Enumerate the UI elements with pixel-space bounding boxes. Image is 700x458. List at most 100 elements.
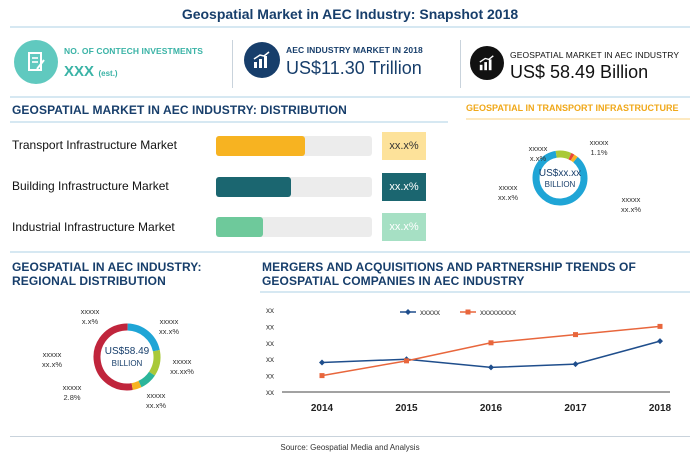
- regional-title: GEOSPATIAL IN AEC INDUSTRY: REGIONAL DIS…: [12, 260, 202, 288]
- regional-label-name: xxxxx: [146, 391, 166, 400]
- regional-label-name: xxxxx: [172, 357, 192, 366]
- x-tick-label: 2017: [564, 403, 587, 414]
- transport-donut-center: US$xx.xx BILLION: [536, 168, 584, 190]
- data-point: [319, 359, 325, 366]
- y-tick-label: xx: [266, 322, 274, 331]
- regional-title-line1: GEOSPATIAL IN AEC INDUSTRY:: [12, 260, 202, 274]
- regional-label-pct: xx.xx%: [170, 367, 194, 376]
- regional-donut-center: US$58.49 BILLION: [97, 346, 157, 370]
- regional-label-name: xxxxx: [159, 317, 179, 326]
- x-tick-label: 2015: [395, 403, 418, 414]
- transport-title-rule: [466, 118, 690, 120]
- legend-marker: [465, 309, 471, 315]
- data-point: [319, 373, 325, 379]
- distribution-track: [216, 136, 372, 156]
- distribution-track: [216, 217, 372, 237]
- kpi-contech-value-wrap: XXX (est.): [64, 63, 118, 81]
- transport-label: xxxxx xx.x%: [616, 195, 646, 215]
- trends-title-rule: [260, 291, 690, 293]
- kpi-contech-label: NO. OF CONTECH INVESTMENTS: [64, 46, 204, 56]
- regional-label-name: xxxxx: [42, 350, 62, 359]
- transport-donut: [532, 150, 588, 206]
- regional-label: xxxxx 2.8%: [58, 383, 86, 403]
- transport-title: GEOSPATIAL IN TRANSPORT INFRASTRUCTURE: [466, 103, 679, 113]
- transport-label-name: xxxxx: [621, 195, 641, 204]
- transport-center-unit: BILLION: [544, 180, 576, 189]
- bar-chart-growth-icon: [244, 42, 280, 78]
- x-tick-label: 2016: [480, 403, 503, 414]
- transport-label-name: xxxxx: [498, 183, 518, 192]
- distribution-title-rule: [10, 121, 448, 123]
- regional-label-pct: xx.x%: [158, 327, 179, 336]
- regional-label-pct: xx.x%: [41, 360, 62, 369]
- data-point: [657, 323, 663, 329]
- y-tick-label: xx: [266, 372, 274, 381]
- transport-center-value: US$xx.xx: [538, 168, 582, 179]
- transport-label-pct: xx.x%: [620, 205, 641, 214]
- y-tick-label: xx: [266, 306, 274, 315]
- distribution-title: GEOSPATIAL MARKET IN AEC INDUSTRY: DISTR…: [12, 103, 347, 117]
- kpi-separator: [232, 40, 233, 88]
- regional-label-pct: x.x%: [81, 317, 99, 326]
- kpi-geospatial-market: GEOSPATIAL MARKET IN AEC INDUSTRY US$ 58…: [466, 36, 692, 92]
- x-tick-label: 2018: [649, 403, 672, 414]
- distribution-label-transport: Transport Infrastructure Market: [12, 138, 177, 152]
- legend-label: xxxxx: [420, 308, 440, 317]
- y-tick-label: xx: [266, 355, 274, 364]
- kpi-contech-value: XXX: [64, 63, 95, 80]
- kpi-aec-market-label: AEC INDUSTRY MARKET IN 2018: [286, 45, 423, 55]
- data-point: [404, 358, 409, 364]
- kpi-aec-market: AEC INDUSTRY MARKET IN 2018 US$11.30 Tri…: [240, 36, 458, 92]
- regional-label: xxxxx xx.xx%: [166, 357, 198, 377]
- legend-marker: [405, 309, 411, 315]
- kpi-geospatial-market-value: US$ 58.49 Billion: [510, 62, 649, 82]
- regional-title-line2: REGIONAL DISTRIBUTION: [12, 274, 166, 288]
- donut-segment-crimson: [93, 323, 161, 391]
- section-divider: [10, 96, 690, 98]
- data-point: [657, 338, 663, 345]
- transport-label: xxxxx xx.x%: [494, 183, 522, 203]
- transport-label-pct: 1.1%: [590, 148, 608, 157]
- regional-center-value: US$58.49: [104, 346, 150, 357]
- kpi-separator: [460, 40, 461, 88]
- distribution-pct-transport: xx.x%: [382, 132, 426, 160]
- regional-label-pct: 2.8%: [63, 393, 81, 402]
- trends-title: MERGERS AND ACQUISITIONS AND PARTNERSHIP…: [262, 260, 636, 288]
- donut-segment-orange: [532, 150, 588, 206]
- regional-label: xxxxx x.x%: [76, 307, 104, 327]
- title-divider: [10, 26, 690, 28]
- bar-chart-growth-icon: [470, 46, 504, 80]
- distribution-pct-building: xx.x%: [382, 173, 426, 201]
- x-tick-label: 2014: [311, 403, 334, 414]
- kpi-aec-market-value: US$11.30 Trillion: [286, 58, 422, 78]
- transport-label-name: xxxxx: [528, 144, 548, 153]
- distribution-bar-building: [216, 177, 291, 197]
- y-tick-label: xx: [266, 388, 274, 397]
- y-tick-label: xx: [266, 339, 274, 348]
- regional-label: xxxxx xx.x%: [154, 317, 184, 337]
- distribution-pct-industrial: xx.x%: [382, 213, 426, 241]
- trends-title-line1: MERGERS AND ACQUISITIONS AND PARTNERSHIP…: [262, 260, 636, 274]
- kpi-contech: NO. OF CONTECH INVESTMENTS XXX (est.): [10, 36, 228, 92]
- regional-donut: [93, 323, 161, 391]
- transport-label: xxxxx 1.1%: [585, 138, 613, 158]
- legend-label: xxxxxxxxx: [480, 308, 516, 317]
- distribution-bar-industrial: [216, 217, 263, 237]
- distribution-track: [216, 177, 372, 197]
- regional-label-pct: xx.x%: [145, 401, 166, 410]
- transport-label-pct: x.x%: [529, 154, 547, 163]
- footer-divider: [10, 436, 690, 437]
- distribution-label-industrial: Industrial Infrastructure Market: [12, 220, 175, 234]
- source-note: Source: Geospatial Media and Analysis: [280, 443, 420, 452]
- distribution-label-building: Building Infrastructure Market: [12, 179, 169, 193]
- transport-label: xxxxx x.x%: [524, 144, 552, 164]
- distribution-bar-transport: [216, 136, 305, 156]
- data-point: [572, 361, 579, 368]
- section-divider: [10, 251, 690, 253]
- kpi-geospatial-market-label: GEOSPATIAL MARKET IN AEC INDUSTRY: [510, 50, 680, 60]
- transport-label-name: xxxxx: [589, 138, 609, 147]
- regional-center-unit: BILLION: [111, 359, 143, 368]
- page-title: Geospatial Market in AEC Industry: Snaps…: [181, 6, 519, 22]
- regional-label: xxxxx xx.x%: [38, 350, 66, 370]
